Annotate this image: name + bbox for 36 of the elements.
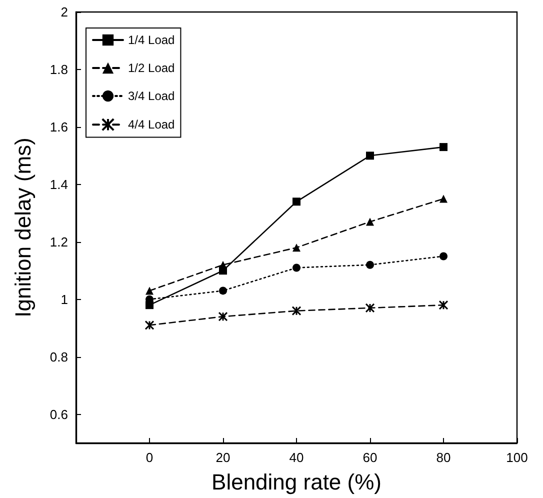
y-tick-label: 0.6 (50, 406, 68, 422)
point (292, 306, 302, 316)
x-tick-label: 100 (506, 450, 528, 465)
y-tick-label: 0.8 (50, 349, 68, 364)
x-tick-label: 20 (216, 450, 230, 465)
point (366, 260, 374, 269)
point (440, 194, 448, 203)
y-tick-label: 2 (60, 4, 68, 20)
y-axis-title: Ignition delay (ms) (10, 138, 36, 318)
point (440, 143, 448, 152)
legend-label: 3/4 Load (128, 89, 175, 103)
point (366, 218, 374, 226)
legend-label: 1/2 Load (128, 61, 175, 75)
x-tick-label: 40 (289, 450, 304, 465)
point (440, 252, 448, 260)
y-tick-label: 1 (60, 292, 68, 307)
x-axis-title: Blending rate (%) (212, 470, 382, 494)
point (144, 320, 154, 330)
y-tick-label: 1.6 (50, 119, 68, 134)
y-tick-label: 1.8 (50, 62, 68, 77)
point (146, 286, 154, 295)
point (292, 244, 300, 252)
legend-label: 4/4 Load (128, 118, 175, 132)
point (292, 264, 300, 272)
point (438, 300, 448, 310)
point (365, 303, 375, 313)
x-tick-label: 60 (362, 450, 378, 465)
point (366, 152, 374, 160)
legend-label: 1/4 Load (128, 33, 175, 47)
y-tick-label: 1.4 (50, 176, 68, 192)
x-tick-label: 80 (436, 450, 451, 465)
y-tick-label: 1.2 (50, 234, 68, 250)
x-tick-label: 0 (146, 450, 154, 465)
point (219, 286, 227, 295)
point (292, 198, 300, 206)
point (218, 312, 228, 322)
